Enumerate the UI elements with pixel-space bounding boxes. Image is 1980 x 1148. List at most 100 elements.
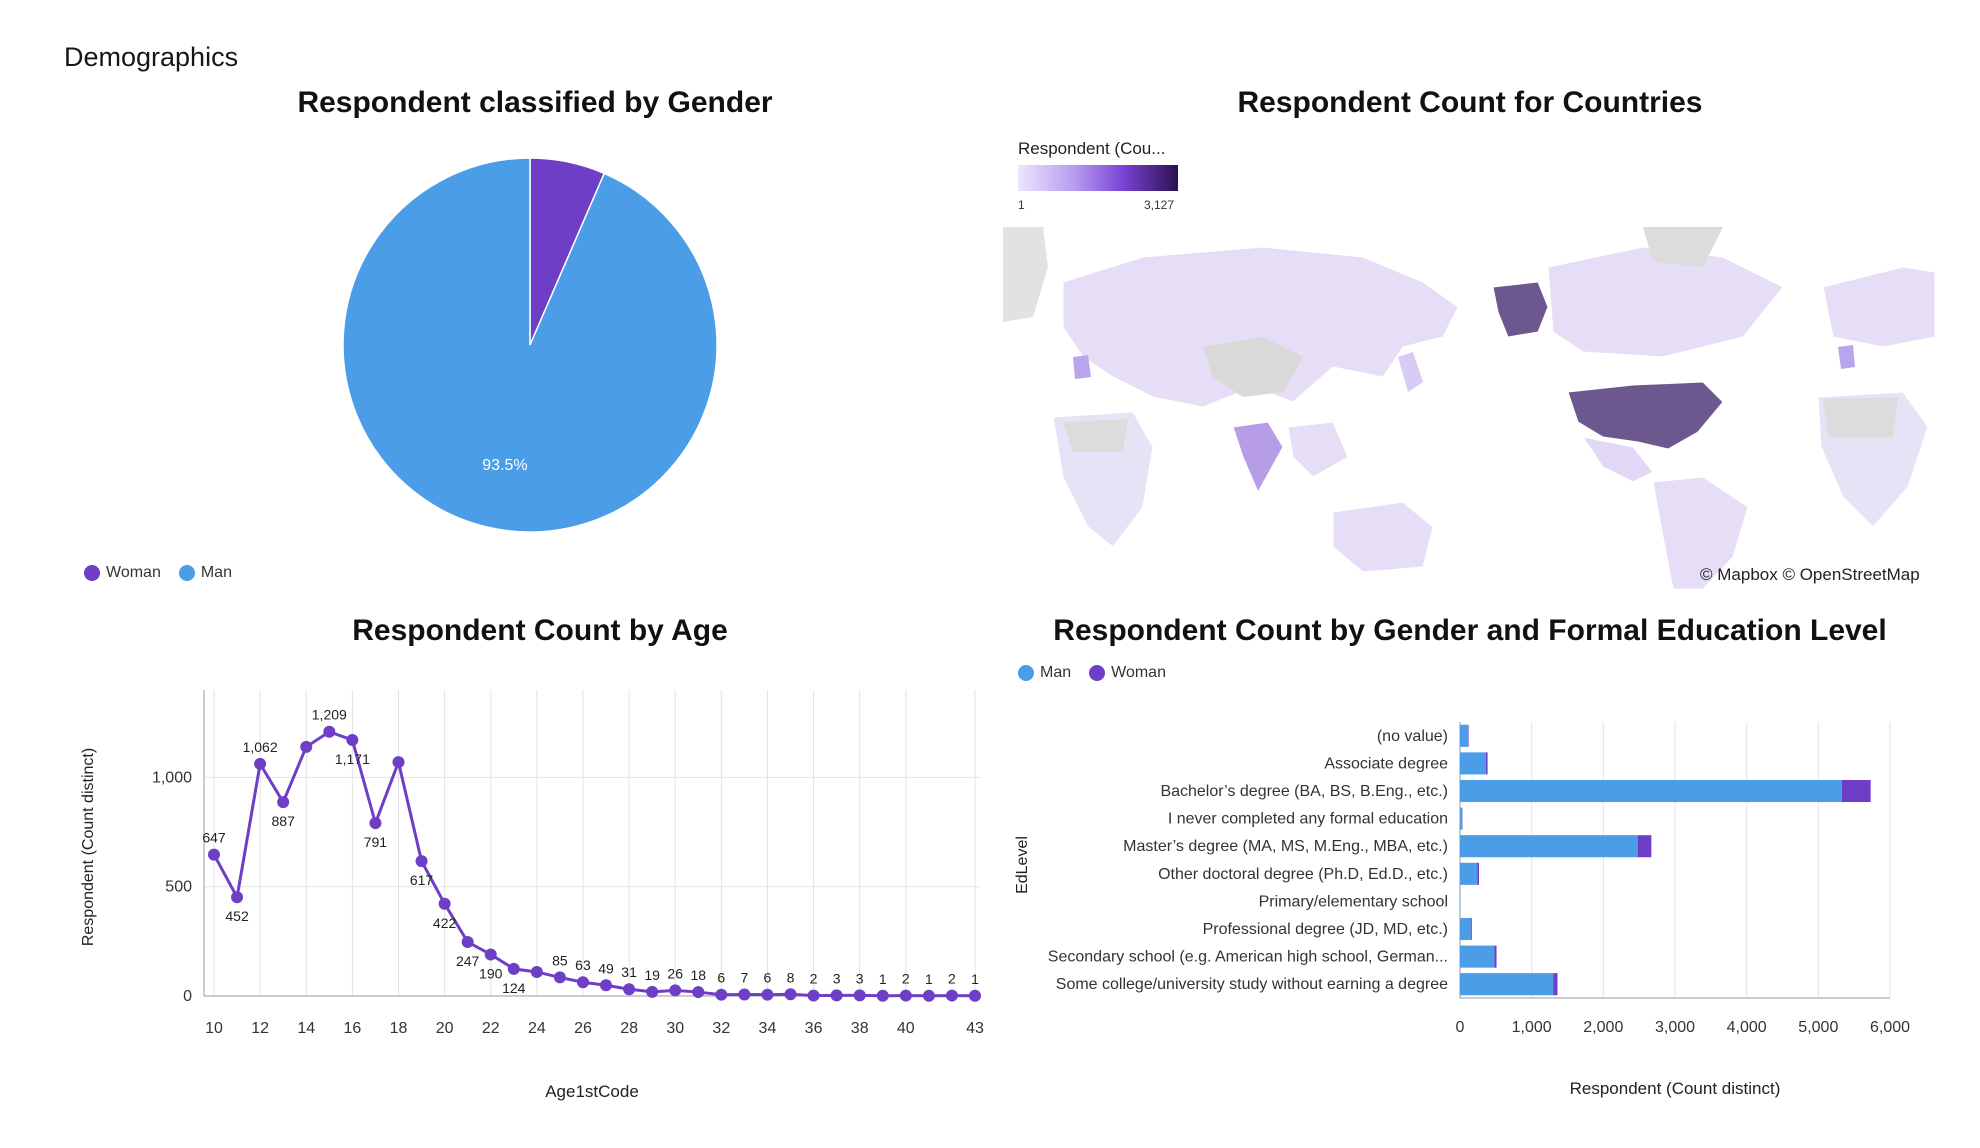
map-china [1203,337,1303,397]
age-x-tick-label: 18 [390,1020,408,1037]
age-x-tick-label: 12 [251,1020,269,1037]
map-uk-right[interactable] [1838,345,1855,369]
age-point[interactable] [600,979,613,992]
age-point[interactable] [208,848,220,861]
age-point[interactable] [231,891,244,904]
age-point[interactable] [945,989,958,1002]
age-point[interactable] [715,988,728,1001]
edu-x-tick-label: 5,000 [1798,1019,1838,1036]
map-canada[interactable] [1547,246,1784,358]
edu-bar-woman[interactable] [1553,973,1558,996]
map-mexico[interactable] [1581,436,1654,483]
age-point[interactable] [646,985,659,998]
age-point-label: 6 [717,970,725,986]
legend-label-man: Man [200,564,232,581]
map-europe-left[interactable] [1003,227,1048,322]
map-south-america[interactable] [1652,476,1749,589]
map-india[interactable] [1232,421,1284,494]
age-point[interactable] [369,817,382,830]
map-japan[interactable] [1398,352,1423,392]
map-legend-gradient [1018,165,1178,191]
age-point[interactable] [807,989,820,1002]
edu-bar-man[interactable] [1460,917,1471,941]
age-point[interactable] [254,757,267,770]
age-x-tick-label: 38 [851,1020,869,1037]
map-europe-right[interactable] [1822,266,1935,348]
age-point[interactable] [346,734,359,747]
age-point[interactable] [530,965,543,978]
edu-category-label: Secondary school (e.g. American high sch… [1048,949,1448,966]
woman-dot-icon [84,565,100,581]
age-point-label: 887 [272,813,296,829]
edu-bar-man[interactable] [1460,973,1554,996]
age-x-tick-label: 22 [482,1020,500,1037]
edu-bar-woman[interactable] [1637,835,1652,858]
age-point[interactable] [853,989,866,1002]
pie-slice-man[interactable] [342,157,718,533]
edu-x-tick-label: 4,000 [1727,1019,1767,1036]
age-point[interactable] [461,936,474,949]
edu-bar-man[interactable] [1460,862,1478,885]
edu-category-label: Associate degree [1324,755,1448,772]
age-point[interactable] [507,962,520,975]
edu-bar-woman[interactable] [1470,917,1472,941]
age-point[interactable] [576,976,589,989]
edu-legend-label-man: Man [1040,664,1072,681]
age-point-label: 1,209 [312,707,347,723]
edu-bar-man[interactable] [1460,724,1468,747]
age-y-tick-label: 0 [183,988,192,1005]
edu-bar-woman[interactable] [1477,862,1479,885]
age-point[interactable] [300,740,313,753]
age-point[interactable] [277,796,290,809]
edu-bar-man[interactable] [1460,779,1842,803]
edu-bar-woman[interactable] [1467,724,1469,747]
age-point[interactable] [922,989,935,1002]
age-point[interactable] [669,984,682,997]
edu-bar-woman[interactable] [1841,779,1871,803]
edu-bar-woman[interactable] [1494,945,1497,968]
map-eurasia[interactable] [1062,246,1459,408]
legend-item-man[interactable]: Man [178,564,232,582]
edu-legend-item-woman[interactable]: Woman [1089,664,1166,682]
age-point[interactable] [761,988,774,1001]
age-point[interactable] [392,756,405,769]
edu-legend-item-man[interactable]: Man [1018,664,1071,682]
age-point-label: 3 [833,970,841,986]
map-greenland [1643,227,1723,267]
world-map[interactable] [1003,227,1935,589]
edu-bar-man[interactable] [1460,945,1495,968]
age-point[interactable] [323,725,336,738]
age-point[interactable] [738,988,751,1001]
age-point[interactable] [899,989,912,1002]
legend-item-woman[interactable]: Woman [84,564,161,582]
edu-category-label: Primary/elementary school [1259,893,1448,910]
map-australia[interactable] [1332,501,1434,573]
map-uk-left[interactable] [1073,355,1091,379]
edu-bar-woman[interactable] [1485,752,1488,775]
edu-bar-man[interactable] [1460,835,1638,858]
age-point[interactable] [623,983,636,996]
age-x-tick-label: 43 [966,1020,984,1037]
age-point[interactable] [553,971,566,984]
map-usa[interactable] [1567,381,1724,450]
age-point[interactable] [830,989,843,1002]
map-alaska[interactable] [1492,281,1549,338]
age-point-label: 26 [667,965,683,981]
age-point-label: 1 [925,971,933,987]
age-point[interactable] [876,989,889,1002]
man-dot-icon [178,565,195,581]
map-se-asia[interactable] [1287,421,1349,478]
edu-bar-man[interactable] [1460,752,1486,775]
page-title: Demographics [64,42,239,72]
age-point[interactable] [784,988,797,1001]
age-point-label: 791 [364,834,388,850]
age-point[interactable] [415,855,428,868]
edu-bar-man[interactable] [1460,807,1463,830]
age-point[interactable] [969,989,981,1002]
age-point[interactable] [438,897,451,910]
age-point[interactable] [692,986,705,999]
age-point[interactable] [484,948,497,961]
gender-pie: 93.5% [342,157,718,533]
age-x-tick-label: 34 [759,1020,777,1037]
man-dot-icon [1018,665,1034,681]
